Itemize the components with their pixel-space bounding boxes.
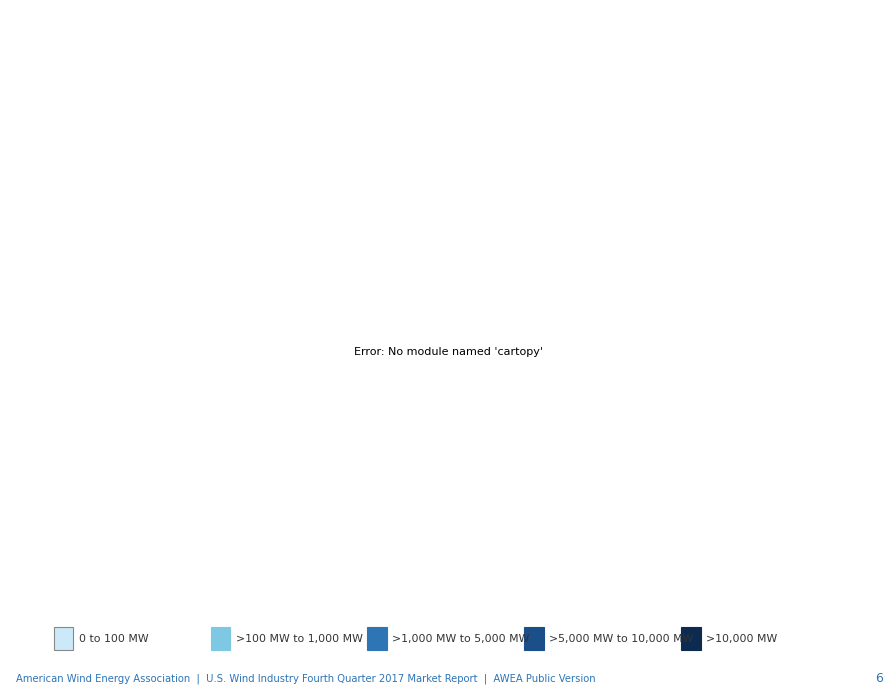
Text: >1,000 MW to 5,000 MW: >1,000 MW to 5,000 MW <box>392 634 530 644</box>
Text: U.S. Wind Power Cumulative Installed Capacity by State: U.S. Wind Power Cumulative Installed Cap… <box>20 32 896 60</box>
Text: Error: No module named 'cartopy': Error: No module named 'cartopy' <box>354 346 542 357</box>
Text: American Wind Energy Association  |  U.S. Wind Industry Fourth Quarter 2017 Mark: American Wind Energy Association | U.S. … <box>16 673 596 684</box>
Bar <box>54 627 73 650</box>
Text: 6: 6 <box>874 672 883 685</box>
Bar <box>681 627 701 650</box>
Bar <box>211 627 230 650</box>
Text: >100 MW to 1,000 MW: >100 MW to 1,000 MW <box>236 634 363 644</box>
Bar <box>367 627 387 650</box>
Bar <box>524 627 544 650</box>
Text: >5,000 MW to 10,000 MW: >5,000 MW to 10,000 MW <box>549 634 694 644</box>
Text: 0 to 100 MW: 0 to 100 MW <box>79 634 149 644</box>
Text: >10,000 MW: >10,000 MW <box>706 634 778 644</box>
